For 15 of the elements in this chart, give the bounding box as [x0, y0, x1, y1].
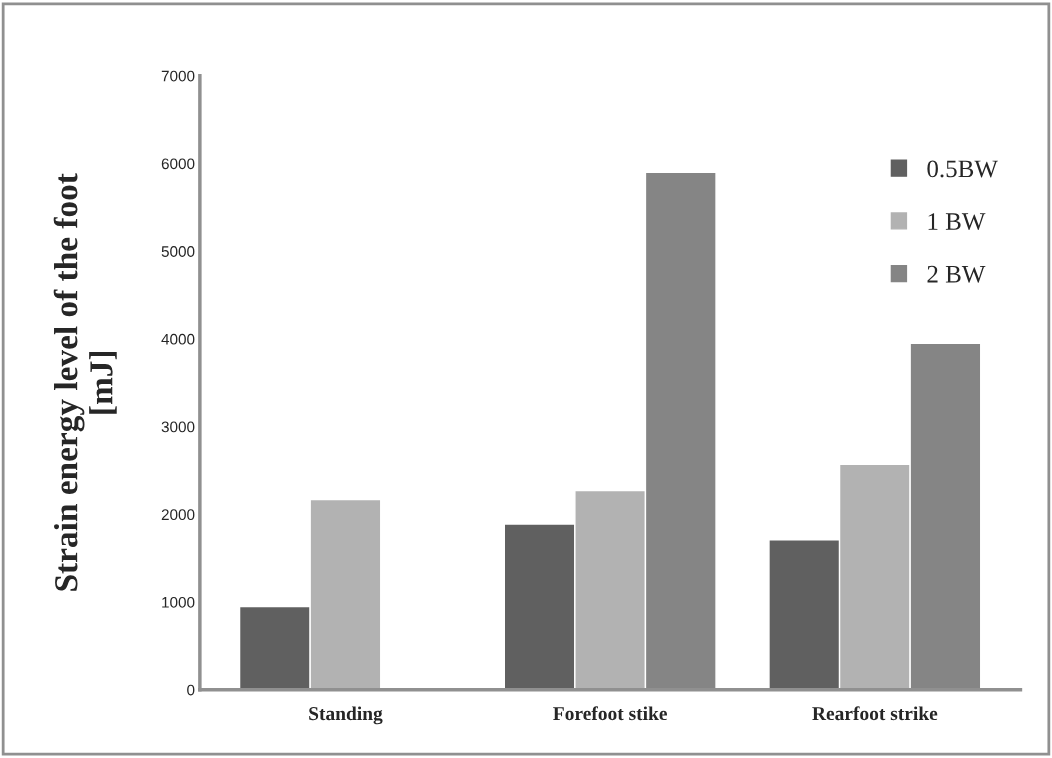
y-tick-label: 3000 [161, 421, 195, 433]
y-tick-label: 5000 [161, 246, 195, 257]
x-tick-label: Forefoot stike [553, 706, 667, 721]
legend-label: 2 BW [927, 265, 986, 283]
x-tick-label: Standing [309, 706, 383, 725]
x-tick-label: Rearfoot strike [812, 706, 938, 721]
y-axis-title: Strain energy level of the foot [mJ] [53, 173, 117, 591]
y-tick-label: 0 [187, 684, 195, 696]
y-tick-label: 7000 [161, 70, 195, 82]
legend-label: 1 BW [928, 213, 986, 231]
y-tick-label: 4000 [161, 333, 195, 345]
legend-label: 0.5BW [927, 160, 998, 178]
y-tick-label: 2000 [161, 509, 195, 521]
y-tick-label: 1000 [162, 596, 195, 608]
y-tick-label: 6000 [161, 158, 195, 170]
